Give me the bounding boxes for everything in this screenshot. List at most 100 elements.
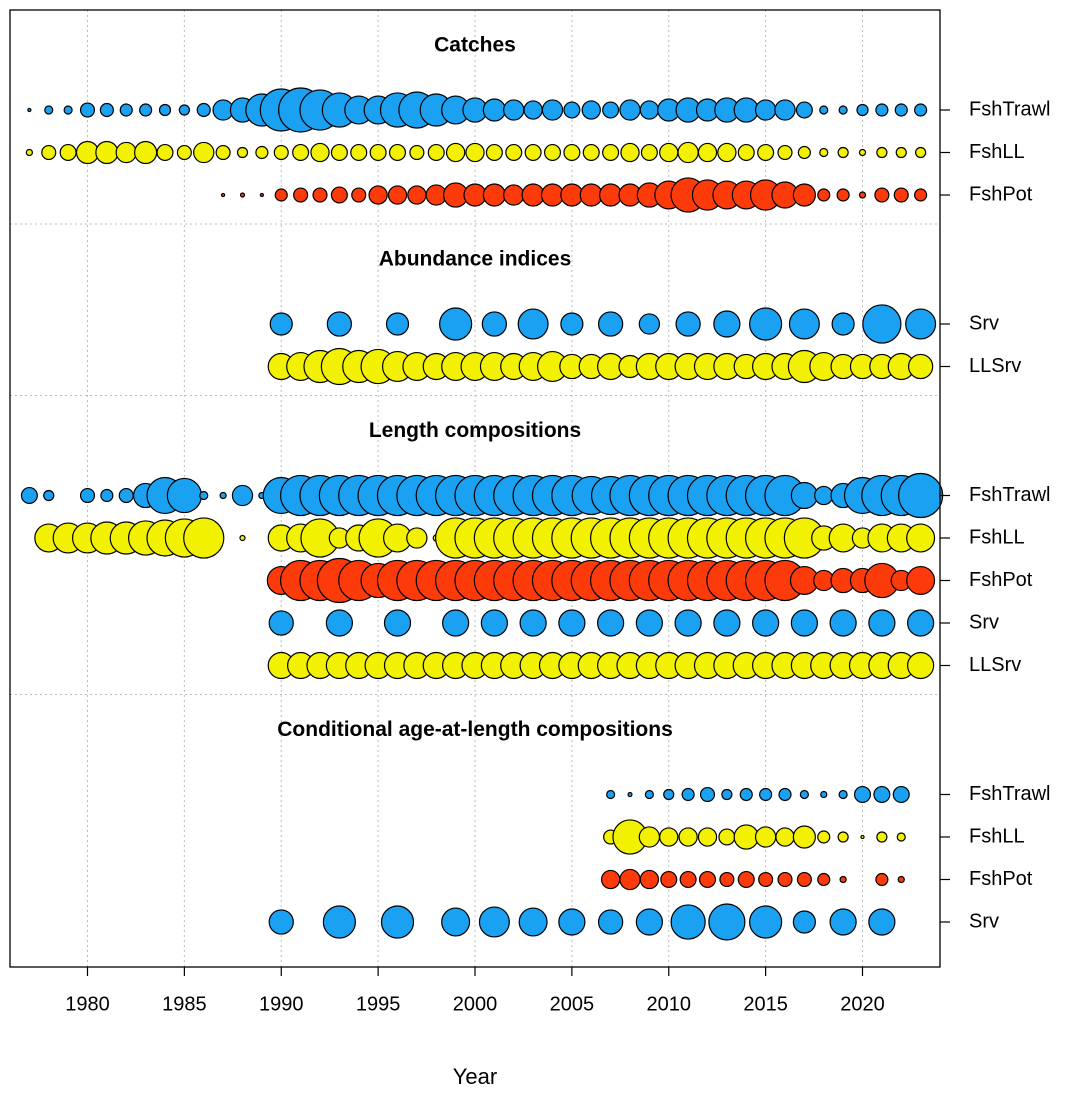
bubble [27, 107, 32, 113]
row-label: FshLL [969, 141, 1025, 163]
bubble [597, 311, 624, 337]
x-tick-label: 1995 [356, 993, 401, 1015]
bubble [523, 100, 543, 120]
bubble [739, 787, 753, 802]
bubble [777, 871, 793, 888]
bubble [196, 102, 211, 118]
bubble [63, 105, 73, 115]
bubble [268, 909, 294, 935]
bubble [619, 99, 641, 121]
bubble [737, 143, 755, 162]
bubble [95, 140, 119, 165]
bubble [463, 183, 487, 207]
bubble [581, 100, 601, 120]
bubble [139, 103, 153, 117]
bubble [733, 824, 759, 850]
bubble [639, 869, 660, 890]
bubble [481, 311, 508, 337]
bubble [674, 609, 702, 637]
bubble [503, 99, 525, 121]
row-label: Srv [969, 611, 999, 633]
bubble [670, 904, 706, 940]
bubble [644, 789, 654, 800]
bubble [326, 311, 353, 337]
bubble [697, 142, 718, 163]
bubble [79, 102, 96, 118]
bubble [831, 312, 855, 336]
row-label: FshPot [969, 569, 1033, 591]
bubble [774, 99, 796, 121]
bubble [858, 148, 867, 157]
row-label: FshTrawl [969, 484, 1050, 506]
bubble [868, 908, 896, 936]
row-label: FshPot [969, 868, 1033, 890]
x-tick-label: 2015 [743, 993, 788, 1015]
bubble [25, 148, 34, 157]
bubble [819, 105, 829, 115]
bubble [737, 870, 755, 889]
bubble [681, 787, 695, 802]
bubble [874, 187, 890, 203]
bubble [749, 905, 783, 939]
panel-title: Catches [434, 34, 516, 57]
bubble [620, 142, 640, 163]
bubble [115, 141, 137, 164]
bubble [754, 99, 777, 121]
bubble [698, 870, 717, 889]
bubble [236, 146, 249, 159]
x-axis-label: Year [453, 1064, 497, 1089]
bubble [442, 609, 470, 637]
bubble [503, 184, 525, 206]
bubble [635, 908, 663, 936]
bubble [788, 308, 820, 340]
bubble [156, 143, 174, 162]
bubble [699, 786, 716, 803]
bubble [898, 472, 944, 519]
panel-title: Conditional age-at-length compositions [277, 718, 673, 741]
bubble [600, 869, 621, 890]
bubble [876, 831, 888, 843]
bubble [441, 907, 471, 937]
bubble [635, 609, 663, 637]
bubble [839, 875, 847, 884]
bubble [697, 827, 718, 847]
bubble [59, 143, 77, 162]
bubble [638, 826, 661, 848]
panel-title: Abundance indices [379, 248, 572, 271]
bubble [659, 142, 679, 163]
bubble [517, 308, 549, 340]
bubble [380, 905, 415, 939]
bubble [505, 143, 523, 162]
bubble [259, 192, 265, 198]
row-label: FshTrawl [969, 98, 1050, 120]
bubble [876, 146, 888, 159]
bubble [892, 785, 910, 804]
bubble [524, 143, 542, 162]
bubble [292, 143, 310, 162]
bubble [540, 183, 565, 207]
bubble [663, 788, 675, 801]
bubble [482, 183, 506, 207]
bubble [44, 105, 54, 115]
bubble [708, 903, 746, 941]
bubble [351, 187, 367, 203]
bubble [679, 870, 697, 889]
x-tick-label: 2005 [550, 993, 595, 1015]
bubble [43, 489, 55, 502]
bubble [792, 825, 816, 849]
bubble [118, 487, 134, 504]
bubble [914, 103, 928, 117]
bubble [406, 527, 428, 549]
bubble [560, 312, 584, 336]
bubble [558, 609, 586, 637]
bubble [518, 907, 548, 937]
bubble [199, 490, 209, 501]
bubble [597, 609, 625, 637]
bubble [215, 144, 231, 161]
bubble [99, 102, 114, 118]
bubble [480, 609, 508, 637]
bubble [713, 310, 741, 338]
bubble [158, 103, 172, 117]
bubble [915, 146, 927, 159]
